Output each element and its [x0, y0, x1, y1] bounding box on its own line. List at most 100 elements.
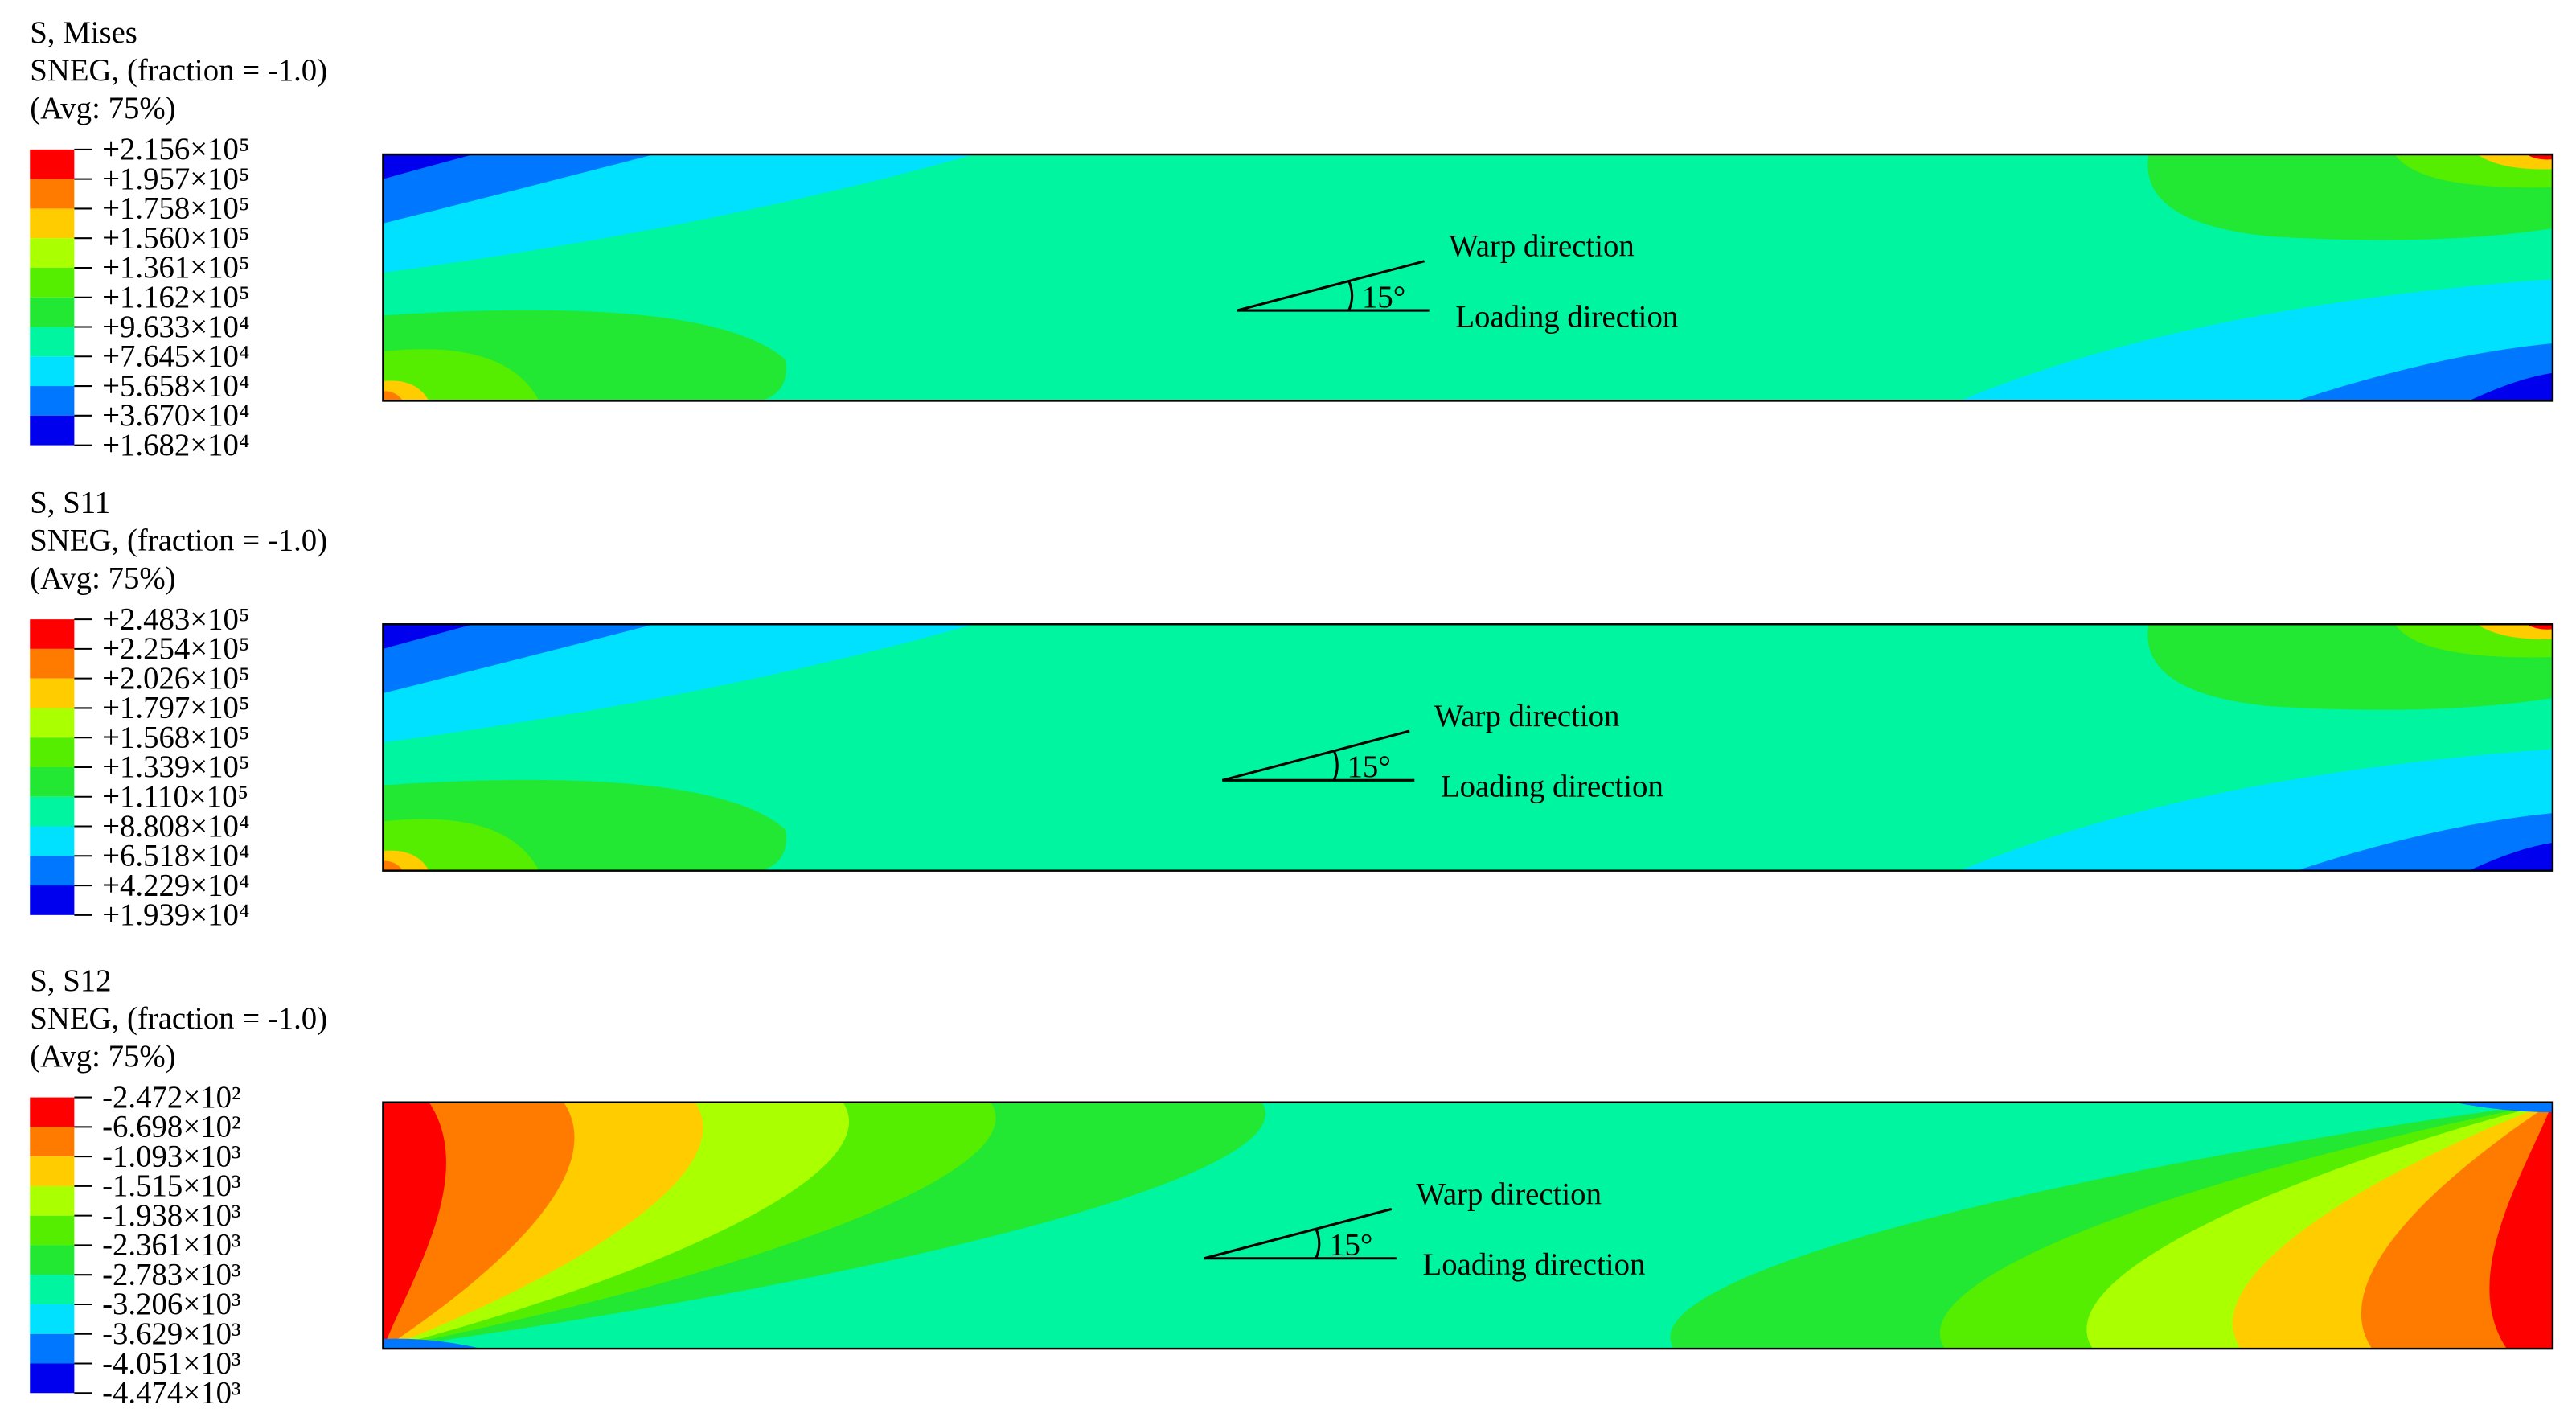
legend-label: +2.483×10⁵: [102, 602, 249, 636]
legend-label: +7.645×10⁴: [102, 339, 249, 374]
legend-swatch: [30, 238, 75, 268]
warp-line: [1204, 1208, 1393, 1260]
color-legend: +2.156×10⁵+1.957×10⁵+1.758×10⁵+1.560×10⁵…: [30, 132, 250, 462]
legend-swatch: [30, 648, 75, 679]
warp-label: Warp direction: [1449, 229, 1635, 264]
legend-swatch: [30, 1363, 75, 1394]
legend-label: -3.629×10³: [102, 1316, 241, 1351]
legend-label: +2.026×10⁵: [102, 661, 249, 696]
legend-swatch: [30, 1275, 75, 1304]
legend-header: S, S12: [30, 963, 111, 998]
contour: [2468, 372, 2553, 401]
loading-label: Loading direction: [1441, 770, 1663, 804]
contour-group: [383, 1102, 1265, 1349]
contour: [383, 624, 654, 694]
legend-label: +4.229×10⁴: [102, 868, 249, 902]
contour: [2296, 813, 2553, 871]
legend-swatch: [30, 415, 75, 446]
contour: [383, 154, 474, 179]
warp-label: Warp direction: [1434, 699, 1620, 733]
legend-label: +2.156×10⁵: [102, 132, 249, 166]
legend-label: +1.110×10⁵: [102, 779, 248, 814]
angle-arc: [1347, 280, 1354, 311]
legend-label: +1.568×10⁵: [102, 720, 249, 754]
angle-label: 15°: [1362, 280, 1405, 314]
legend-label: -1.938×10³: [102, 1198, 241, 1233]
legend-label: +6.518×10⁴: [102, 839, 249, 873]
legend-label: -1.515×10³: [102, 1168, 241, 1203]
legend-label: +1.939×10⁴: [102, 897, 249, 932]
contour: [383, 1102, 446, 1349]
legend-swatch: [30, 856, 75, 886]
contour: [383, 1338, 482, 1349]
legend-label: -6.698×10²: [102, 1110, 241, 1144]
contour-plot: [382, 623, 2554, 872]
contour: [383, 391, 403, 401]
contour: [2468, 842, 2553, 871]
legend-swatch: [30, 619, 75, 649]
legend-label: -2.783×10³: [102, 1257, 241, 1292]
legend-label: +1.162×10⁵: [102, 280, 249, 314]
angle-arc: [1332, 750, 1339, 781]
contour: [383, 154, 654, 224]
legend-label: +1.682×10⁴: [102, 428, 249, 462]
legend-label: +8.808×10⁴: [102, 809, 249, 844]
legend-swatch: [30, 1127, 75, 1157]
legend-swatch: [30, 149, 75, 179]
legend-header: S, Mises: [30, 15, 137, 50]
legend-swatch: [30, 386, 75, 416]
legend-swatch: [30, 796, 75, 827]
legend-label: +1.957×10⁵: [102, 162, 249, 196]
legend-swatch: [30, 208, 75, 239]
color-legend: +2.483×10⁵+2.254×10⁵+2.026×10⁵+1.797×10⁵…: [30, 602, 250, 932]
legend-swatch: [30, 1245, 75, 1275]
legend-swatch: [30, 297, 75, 327]
plot-border: [382, 623, 2554, 872]
legend-swatch: [30, 1185, 75, 1216]
legend-label: -2.472×10²: [102, 1080, 241, 1115]
legend-swatch: [30, 678, 75, 708]
contour: [2526, 624, 2553, 630]
legend-header: SNEG, (fraction = -1.0): [30, 53, 327, 88]
legend-label: -1.093×10³: [102, 1139, 241, 1173]
contour-group: [1670, 1102, 2553, 1349]
warp-label: Warp direction: [1416, 1177, 1602, 1211]
warp-line: [1237, 260, 1425, 312]
legend-label: -3.206×10³: [102, 1287, 241, 1321]
color-legend: -2.472×10²-6.698×10²-1.093×10³-1.515×10³…: [30, 1080, 241, 1411]
warp-line: [1221, 729, 1410, 782]
legend-label: -4.051×10³: [102, 1346, 241, 1381]
contour: [2489, 1102, 2553, 1349]
plot-border: [382, 153, 2554, 402]
legend-label: +1.560×10⁵: [102, 220, 249, 255]
legend-label: +1.797×10⁵: [102, 691, 249, 725]
legend-header: SNEG, (fraction = -1.0): [30, 523, 327, 557]
contour-plot: [382, 1101, 2554, 1350]
legend-swatch: [30, 766, 75, 797]
legend-swatch: [30, 267, 75, 298]
angle-arc: [1315, 1228, 1321, 1259]
legend-swatch: [30, 1215, 75, 1246]
loading-label: Loading direction: [1423, 1247, 1646, 1282]
legend-swatch: [30, 737, 75, 767]
legend-swatch: [30, 885, 75, 915]
legend-swatch: [30, 179, 75, 209]
contour-plot: [382, 153, 2554, 402]
legend-swatch: [30, 1156, 75, 1186]
contour: [2476, 624, 2553, 639]
contour: [383, 860, 403, 871]
legend-label: +1.361×10⁵: [102, 250, 249, 285]
angle-label: 15°: [1347, 750, 1391, 784]
legend-swatch: [30, 826, 75, 856]
legend-label: +1.758×10⁵: [102, 191, 249, 226]
legend-header: SNEG, (fraction = -1.0): [30, 1001, 327, 1036]
legend-label: +1.339×10⁵: [102, 750, 249, 784]
legend-swatch: [30, 708, 75, 738]
legend-label: +5.658×10⁴: [102, 368, 249, 403]
contour: [383, 819, 539, 871]
loading-label: Loading direction: [1455, 300, 1678, 335]
legend-swatch: [30, 1097, 75, 1127]
angle-label: 15°: [1329, 1228, 1372, 1263]
legend-label: +3.670×10⁴: [102, 398, 249, 433]
